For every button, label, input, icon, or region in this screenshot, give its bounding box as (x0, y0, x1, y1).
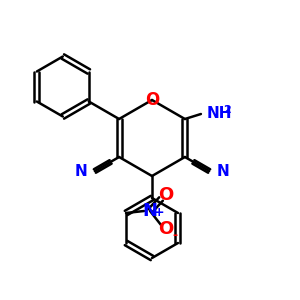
Text: +: + (154, 206, 164, 220)
Text: O: O (158, 186, 174, 204)
Text: -: - (172, 229, 178, 242)
Text: NH: NH (207, 106, 232, 121)
Text: O: O (145, 91, 159, 109)
Text: O: O (158, 220, 174, 238)
Text: 2: 2 (223, 105, 231, 115)
Text: N: N (142, 202, 158, 220)
Text: N: N (75, 164, 88, 179)
Text: N: N (216, 164, 229, 179)
